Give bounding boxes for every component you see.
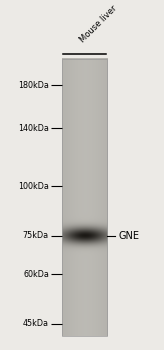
- Text: GNE: GNE: [118, 231, 139, 241]
- Text: Mouse liver: Mouse liver: [78, 4, 119, 44]
- Text: 140kDa: 140kDa: [18, 124, 49, 133]
- Bar: [62, 58, 107, 336]
- Text: 100kDa: 100kDa: [18, 182, 49, 191]
- Text: 180kDa: 180kDa: [18, 80, 49, 90]
- Text: 45kDa: 45kDa: [23, 320, 49, 329]
- Text: 75kDa: 75kDa: [23, 231, 49, 240]
- Text: 60kDa: 60kDa: [23, 270, 49, 279]
